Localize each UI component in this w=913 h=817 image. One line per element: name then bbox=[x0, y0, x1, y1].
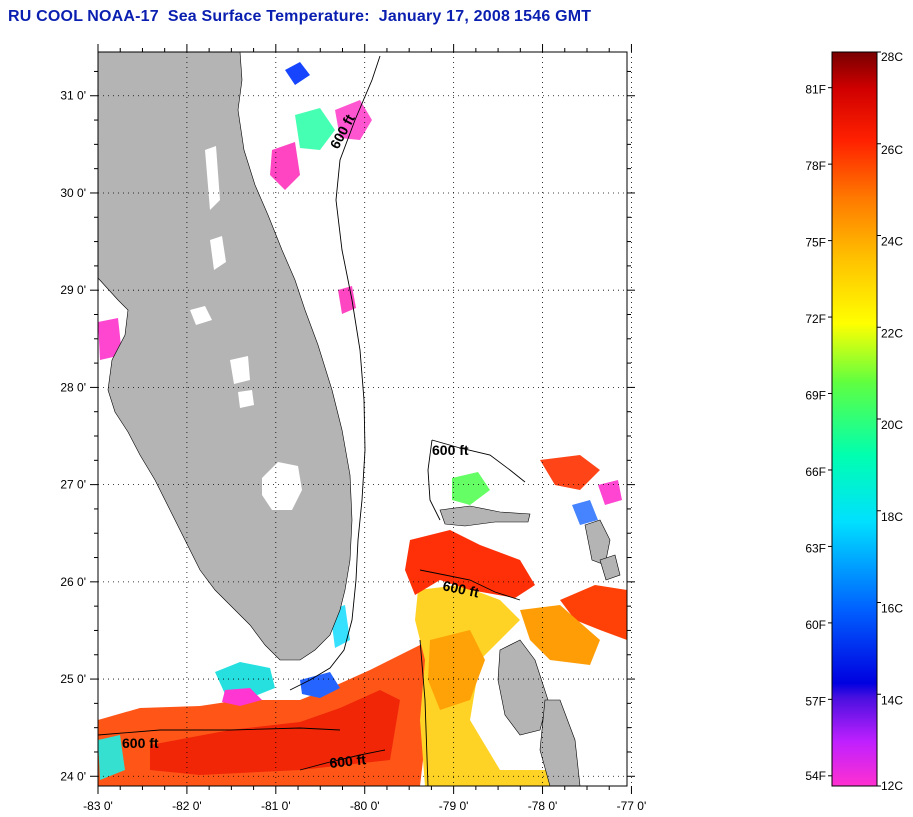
sst-magenta-north1 bbox=[270, 142, 300, 190]
title-org: RU COOL bbox=[8, 8, 84, 25]
colorbar-fahrenheit-label: 66F bbox=[805, 465, 826, 479]
sst-magenta-mid bbox=[338, 286, 356, 314]
colorbar-fahrenheit-label: 75F bbox=[805, 236, 826, 250]
colorbar-celsius-label: 12C bbox=[881, 779, 903, 793]
colorbar-fahrenheit-label: 57F bbox=[805, 694, 826, 708]
lake-okeechobee bbox=[262, 462, 302, 510]
land-spot-5 bbox=[205, 146, 220, 210]
isobath-gulfstream bbox=[419, 569, 521, 601]
colorbar-fahrenheit-labels: 81F 78F 75F 72F 69F 66F 63F 60F 57F 54F bbox=[805, 83, 826, 783]
sst-red-south bbox=[150, 690, 400, 775]
title-date: January 17, 2008 bbox=[378, 8, 511, 25]
sst-blue-bahamas bbox=[572, 500, 598, 525]
isobath-label: 600 ft bbox=[122, 735, 159, 751]
isobath-south2 bbox=[299, 749, 386, 771]
cuba-edge bbox=[539, 699, 581, 786]
colorbar-celsius-label: 26C bbox=[881, 143, 903, 157]
lat-label: 25 0' bbox=[60, 672, 86, 686]
land-spot-2 bbox=[190, 306, 212, 325]
colorbar-celsius-label: 24C bbox=[881, 235, 903, 249]
isobath-label: 600 ft bbox=[432, 442, 469, 458]
sst-magenta-north2 bbox=[335, 100, 372, 140]
sst-blue-north bbox=[285, 62, 310, 85]
land-spot-1 bbox=[210, 236, 226, 270]
lat-label: 28 0' bbox=[60, 380, 86, 394]
colorbar bbox=[831, 51, 878, 787]
colorbar-celsius-label: 22C bbox=[881, 326, 903, 340]
sst-blue-keys bbox=[300, 672, 340, 698]
isobath-label: 600 ft bbox=[441, 577, 480, 600]
colorbar-fahrenheit-label: 60F bbox=[805, 618, 826, 632]
sst-magenta-keys bbox=[222, 688, 262, 706]
lon-label: -82 0' bbox=[172, 799, 202, 813]
lat-label: 31 0' bbox=[60, 89, 86, 103]
sst-red-northeast bbox=[540, 455, 600, 490]
colorbar-fahrenheit-label: 72F bbox=[805, 312, 826, 326]
grand-bahama bbox=[439, 505, 531, 527]
colorbar-celsius-labels: 28C 26C 24C 22C 20C 18C 16C 14C 12C bbox=[881, 50, 903, 793]
colorbar-celsius-label: 18C bbox=[881, 510, 903, 524]
sst-cyan-north bbox=[295, 108, 335, 150]
sst-patches bbox=[98, 62, 627, 786]
lat-label: 26 0' bbox=[60, 575, 86, 589]
map-grid bbox=[98, 52, 632, 786]
sst-red-bahamas bbox=[405, 530, 535, 598]
lat-label: 24 0' bbox=[60, 769, 86, 783]
lon-label: -81 0' bbox=[261, 799, 291, 813]
colorbar-celsius-label: 14C bbox=[881, 693, 903, 707]
isobath-label: 600 ft bbox=[329, 751, 367, 771]
sst-magenta-west bbox=[98, 318, 122, 360]
isobath-south bbox=[98, 727, 341, 736]
lat-label: 29 0' bbox=[60, 283, 86, 297]
lat-labels: 31 0' 30 0' 29 0' 28 0' 27 0' 26 0' 25 0' 24 0' bbox=[60, 89, 86, 784]
abaco-island bbox=[584, 519, 611, 566]
lon-label: -78 0' bbox=[528, 799, 558, 813]
isobath-cuba bbox=[419, 639, 429, 786]
lat-label: 27 0' bbox=[60, 478, 86, 492]
isobath-bahamas-north bbox=[431, 439, 526, 483]
lon-label: -80 0' bbox=[350, 799, 380, 813]
map-frame bbox=[97, 51, 628, 787]
colorbar-fahrenheit-label: 54F bbox=[805, 769, 826, 783]
lat-label: 30 0' bbox=[60, 186, 86, 200]
title-satellite: NOAA-17 bbox=[87, 8, 159, 25]
lon-label: -77 0' bbox=[617, 799, 647, 813]
bahamas-islet bbox=[599, 554, 621, 581]
title-product: Sea Surface Temperature: bbox=[167, 8, 370, 25]
colorbar-fahrenheit-label: 78F bbox=[805, 159, 826, 173]
sst-magenta-bahamas bbox=[598, 480, 622, 505]
map-content bbox=[98, 52, 627, 786]
lon-labels: -83 0' -82 0' -81 0' -80 0' -79 0' -78 0' -77 … bbox=[83, 799, 646, 813]
colorbar-fahrenheit-label: 81F bbox=[805, 83, 826, 97]
map-ticks bbox=[90, 44, 635, 794]
sst-red-east bbox=[560, 585, 627, 640]
colorbar-ticks bbox=[828, 51, 881, 787]
colorbar-fahrenheit-label: 69F bbox=[805, 389, 826, 403]
sst-orange-gulfstream bbox=[428, 630, 485, 710]
sst-cyan-keys bbox=[215, 662, 275, 696]
lon-label: -83 0' bbox=[83, 799, 113, 813]
lon-label: -79 0' bbox=[439, 799, 469, 813]
map-title: RU COOL NOAA-17 Sea Surface Temperature: Ja… bbox=[8, 8, 600, 26]
colorbar-celsius-label: 16C bbox=[881, 602, 903, 616]
sst-green-bahamas bbox=[452, 472, 490, 505]
colorbar-fahrenheit-label: 63F bbox=[805, 541, 826, 555]
land-spot-4 bbox=[238, 390, 254, 408]
colorbar-celsius-label: 20C bbox=[881, 418, 903, 432]
title-time: 1546 GMT bbox=[514, 8, 592, 25]
andros-island bbox=[497, 639, 549, 736]
sst-cyan-sw bbox=[98, 735, 125, 780]
sst-orange-east bbox=[520, 605, 600, 665]
land-spot-3 bbox=[230, 356, 250, 384]
colorbar-celsius-label: 28C bbox=[881, 50, 903, 64]
isobath-contours bbox=[98, 55, 526, 786]
isobath-east-coast bbox=[289, 55, 381, 691]
